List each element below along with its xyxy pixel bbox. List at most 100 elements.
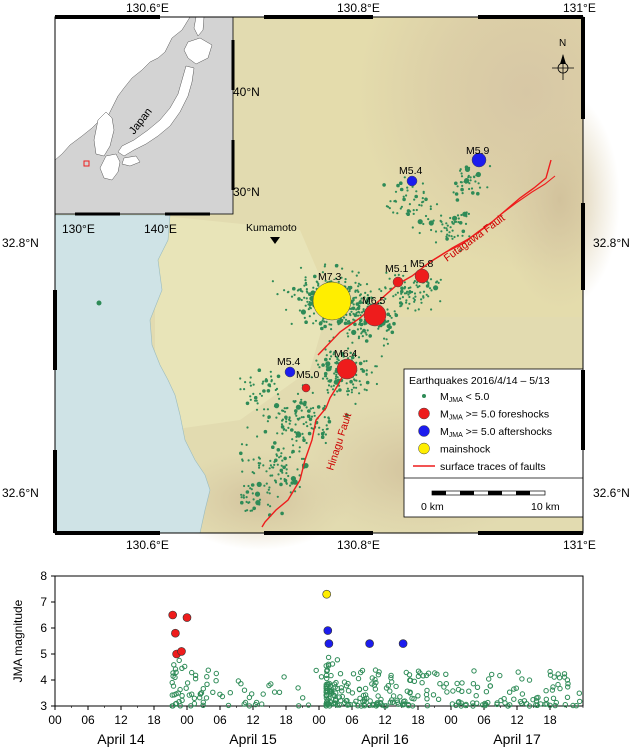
small-quake-dot — [252, 498, 255, 501]
foreshocks-point — [182, 613, 192, 622]
small-quake-point — [203, 695, 210, 701]
small-quake-point — [349, 690, 356, 696]
small-quake-dot — [262, 389, 266, 393]
small-quake-dot — [283, 407, 286, 410]
small-quake-dot — [411, 185, 414, 188]
small-quake-dot — [360, 362, 363, 365]
small-quake-dot — [256, 435, 259, 438]
small-quake-dot — [340, 318, 343, 321]
small-quake-dot — [279, 468, 284, 473]
small-quake-dot — [382, 183, 386, 187]
small-quake-dot — [456, 185, 459, 188]
small-quake-dot — [293, 293, 296, 296]
small-quake-dot — [468, 235, 471, 238]
small-quake-dot — [478, 186, 482, 189]
small-quake-dot — [400, 205, 403, 208]
small-quake-point — [430, 692, 437, 698]
small-quake-dot — [430, 228, 433, 232]
small-quake-dot — [399, 207, 402, 210]
small-quake-dot — [457, 221, 460, 224]
x-tick-label: 00 — [180, 713, 194, 727]
small-quake-dot — [331, 388, 335, 391]
small-quake-dot — [304, 304, 307, 307]
small-quake-point — [542, 701, 548, 707]
small-quake-dot — [422, 191, 425, 195]
small-quake-dot — [317, 433, 320, 436]
small-quake-point — [343, 698, 349, 704]
small-quake-point — [511, 686, 517, 692]
kumamoto-label: Kumamoto — [246, 222, 297, 234]
foreshock-m50-circle — [301, 383, 311, 393]
small-quake-dot — [348, 321, 351, 324]
small-quake-dot — [315, 359, 318, 362]
small-quake-dot — [353, 296, 356, 299]
small-quake-dot — [357, 282, 360, 285]
small-quake-dot — [334, 277, 338, 280]
x-tick-label: 18 — [147, 713, 161, 727]
small-quake-dot — [416, 286, 419, 289]
small-quake-point — [526, 677, 533, 683]
magnitude-chart: JMA magnitude 3 4 5 6 7 8 00 06 12 18 00 06 12 18 00 0… — [11, 569, 584, 747]
sea-area — [54, 214, 211, 534]
small-quake-dot — [488, 165, 492, 168]
small-quake-dot — [448, 234, 451, 237]
small-quake-point — [375, 693, 381, 699]
small-quake-dot — [398, 301, 403, 305]
small-quake-dot — [248, 501, 251, 504]
small-quake-dot — [365, 333, 368, 336]
small-quake-dot — [357, 337, 360, 340]
small-quake-dot — [394, 293, 397, 296]
small-quake-dot — [292, 444, 295, 447]
small-quake-dot — [441, 223, 444, 226]
x-tick-label: 06 — [81, 713, 95, 727]
small-quake-dot — [413, 300, 416, 303]
small-quake-point — [318, 674, 325, 680]
small-quake-dot — [332, 384, 335, 387]
small-quake-dot — [399, 187, 404, 192]
small-quake-point — [198, 691, 204, 697]
small-quake-dot — [454, 192, 459, 196]
small-quake-point — [313, 667, 319, 674]
small-quake-dot — [455, 198, 460, 202]
small-quake-dot — [325, 428, 328, 431]
small-quake-dot — [307, 303, 310, 306]
small-quake-dot — [308, 315, 311, 318]
small-quake-dot — [96, 300, 102, 306]
small-quake-point — [300, 695, 306, 701]
small-quake-dot — [338, 388, 342, 392]
small-quake-dot — [304, 281, 308, 284]
small-quake-dot — [273, 463, 276, 466]
small-quake-dot — [415, 281, 419, 284]
small-quake-dot — [298, 309, 301, 312]
small-quake-dot — [365, 380, 370, 385]
small-quake-dot — [366, 329, 369, 332]
small-quake-point — [204, 681, 210, 687]
small-quake-point — [172, 666, 179, 672]
small-quake-dot — [452, 191, 455, 194]
inset-lat-30: 30°N — [233, 185, 260, 199]
small-quake-point — [543, 688, 549, 694]
small-quake-point — [474, 684, 481, 690]
x-tick-label: 12 — [378, 713, 392, 727]
small-quake-dot — [420, 204, 423, 207]
small-quake-dot — [413, 280, 416, 283]
small-quake-dot — [349, 379, 353, 384]
small-quake-dot — [291, 451, 294, 454]
small-quake-dot — [351, 329, 357, 335]
small-quake-point — [345, 688, 352, 694]
small-quake-dot — [326, 388, 329, 392]
small-quake-point — [555, 671, 561, 677]
label-m54-south: M5.4 — [277, 356, 301, 368]
small-quake-dot — [407, 293, 410, 296]
small-quake-dot — [242, 494, 245, 497]
small-quake-dot — [347, 335, 350, 338]
small-quake-dot — [468, 182, 471, 185]
foreshock-m51-circle — [392, 276, 404, 288]
small-quake-point — [355, 703, 361, 709]
inset-lon-140: 140°E — [144, 222, 177, 236]
foreshock-m65-circle — [363, 303, 387, 327]
legend-item-label: surface traces of faults — [440, 461, 546, 473]
small-quake-dot — [414, 309, 417, 312]
